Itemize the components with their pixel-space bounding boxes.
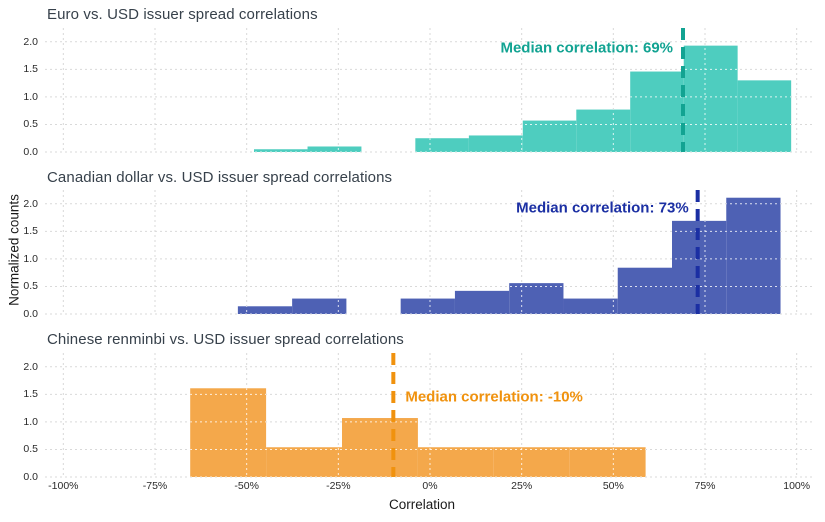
x-tick-label: 100% [783,480,811,492]
histogram-bar [617,267,672,314]
histogram-bar [190,388,267,477]
x-tick-label: -50% [234,480,259,492]
y-tick-label: 0.5 [23,118,38,131]
histogram-bars-0 [254,45,792,152]
x-tick-label: 75% [694,480,716,492]
histogram-bar [683,45,738,152]
histogram-bar [292,298,347,314]
x-tick-label: -100% [48,480,79,492]
x-tick-label: 50% [602,480,624,492]
histogram-bar [266,447,342,477]
y-tick-label: 1.0 [23,90,38,103]
y-tick-label: 0.0 [23,471,38,483]
histogram-bar [493,447,570,477]
histogram-bar [522,120,577,152]
histogram-bar [737,80,792,152]
histogram-bar [400,298,455,314]
y-tick-label: 2.0 [23,360,38,373]
x-tick-label: 25% [511,480,533,492]
histogram-bar [254,149,308,152]
x-tick-label: 0% [422,480,438,492]
histogram-bar [569,447,646,477]
y-tick-label: 1.0 [23,252,38,265]
x-tick-label: -75% [142,480,168,492]
y-tick-label: 2.0 [23,197,38,210]
histogram-bars-2 [190,388,646,477]
x-tick-label: -25% [326,480,351,492]
histogram-bar [563,298,618,314]
histogram-bar [630,71,684,152]
y-tick-label: 0.5 [23,280,38,293]
histogram-bar [307,146,362,152]
histogram-bar [576,109,631,152]
histogram-bar [454,290,510,314]
subplot-title-canadian-dollar: Canadian dollar vs. USD issuer spread co… [47,169,393,186]
y-tick-label: 2.0 [23,35,38,48]
median-annotation-chinese-renminbi: Median correlation: -10% [405,388,583,406]
histogram-bar [509,283,564,314]
histogram-bar [417,447,494,477]
y-tick-label: 0.0 [23,308,38,320]
y-tick-label: 1.5 [23,388,38,401]
histogram-bar [726,197,781,314]
histogram-bar [342,418,418,477]
y-tick-label: 1.5 [23,225,38,238]
y-tick-label: 0.0 [23,146,38,158]
subplot-title-euro: Euro vs. USD issuer spread correlations [47,6,318,23]
histogram-bar [415,138,469,152]
subplot-title-chinese-renminbi: Chinese renminbi vs. USD issuer spread c… [47,331,404,348]
y-tick-label: 0.5 [23,443,38,456]
histogram-bar [468,135,523,152]
median-annotation-euro: Median correlation: 69% [500,39,673,57]
histogram-bar [237,306,293,314]
y-tick-label: 1.5 [23,63,38,76]
y-axis-title: Normalized counts [6,194,22,306]
median-annotation-canadian-dollar: Median correlation: 73% [516,199,689,217]
histogram-bars-1 [237,197,781,314]
y-tick-label: 1.0 [23,415,38,428]
x-axis-title: Correlation [388,497,456,512]
